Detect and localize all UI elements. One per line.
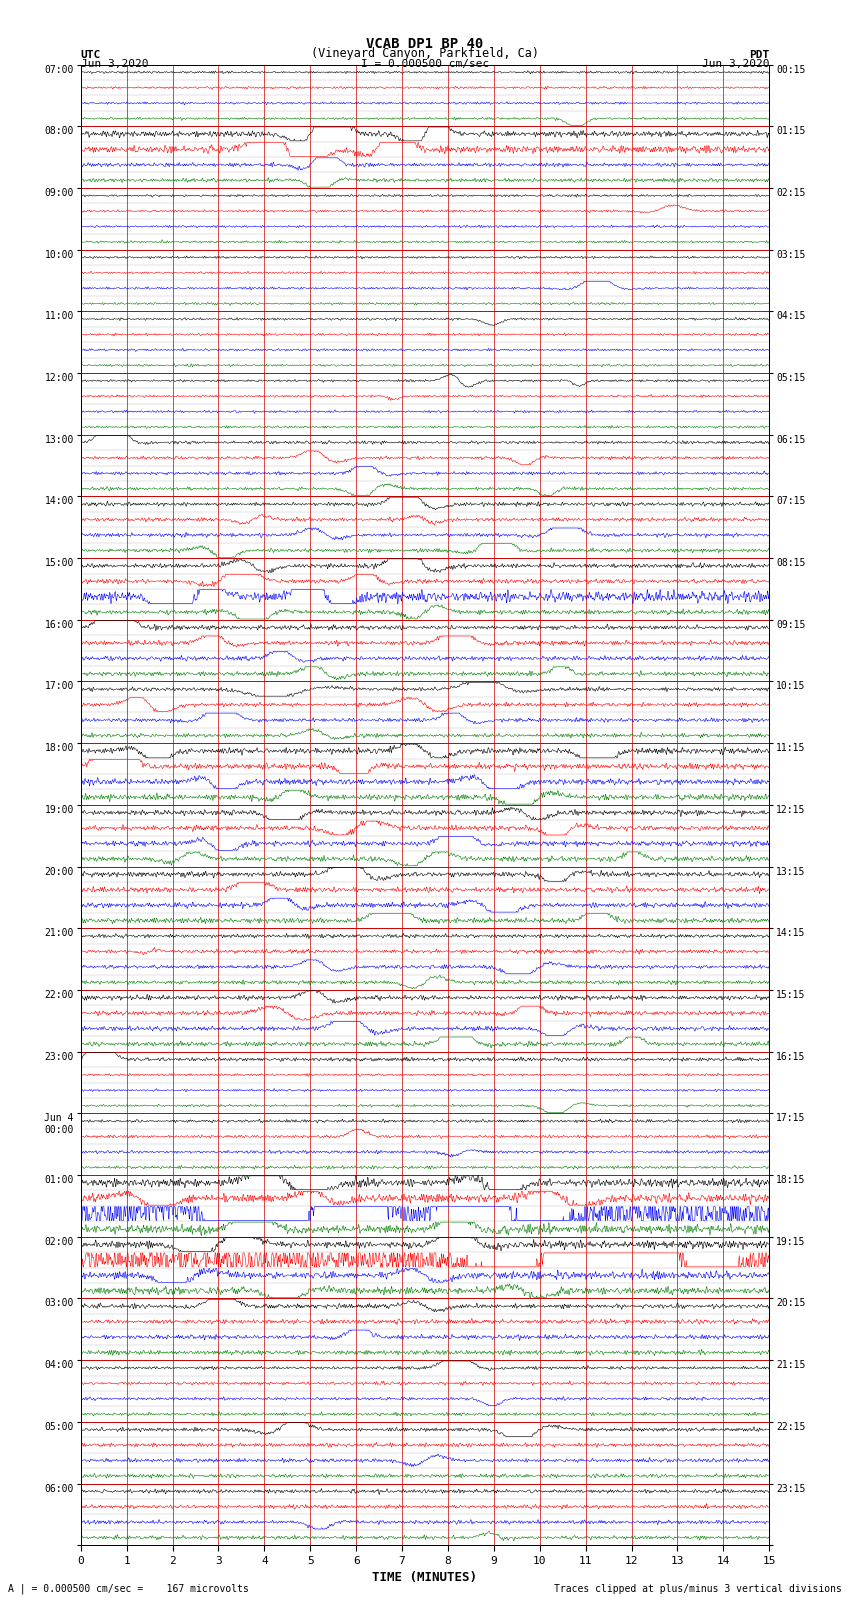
Text: (Vineyard Canyon, Parkfield, Ca): (Vineyard Canyon, Parkfield, Ca) <box>311 47 539 60</box>
Text: PDT: PDT <box>749 50 769 60</box>
Text: Traces clipped at plus/minus 3 vertical divisions: Traces clipped at plus/minus 3 vertical … <box>553 1584 842 1594</box>
Text: Jun 3,2020: Jun 3,2020 <box>702 60 769 69</box>
X-axis label: TIME (MINUTES): TIME (MINUTES) <box>372 1571 478 1584</box>
Text: Jun 3,2020: Jun 3,2020 <box>81 60 148 69</box>
Text: UTC: UTC <box>81 50 101 60</box>
Text: A | = 0.000500 cm/sec =    167 microvolts: A | = 0.000500 cm/sec = 167 microvolts <box>8 1582 249 1594</box>
Text: VCAB DP1 BP 40: VCAB DP1 BP 40 <box>366 37 484 50</box>
Text: I = 0.000500 cm/sec: I = 0.000500 cm/sec <box>361 58 489 69</box>
